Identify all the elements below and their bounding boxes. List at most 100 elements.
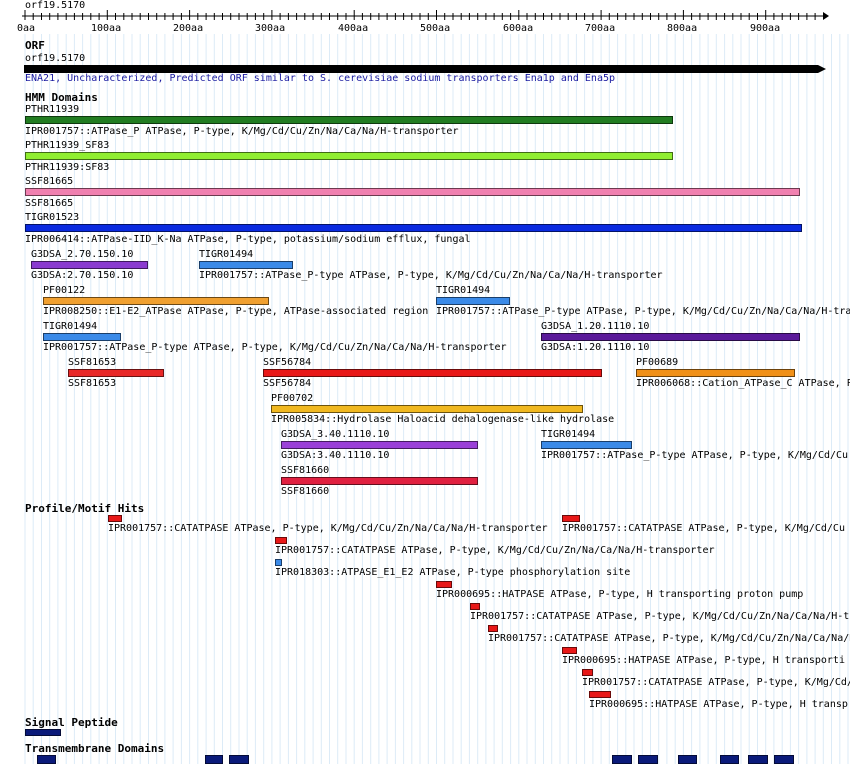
motif-bar[interactable] bbox=[108, 515, 122, 522]
domain-bar-tigr01494[interactable] bbox=[541, 441, 632, 449]
motif-label[interactable]: IPR018303::ATPASE_E1_E2 ATPase, P-type p… bbox=[275, 567, 631, 578]
domain-bottom-label[interactable]: SSF81665 bbox=[25, 198, 74, 209]
domain-top-label: PF00122 bbox=[43, 285, 86, 296]
domain-bottom-label[interactable]: SSF56784 bbox=[263, 378, 312, 389]
domain-top-label: G3DSA_3.40.1110.10 bbox=[281, 429, 390, 440]
motif-bar[interactable] bbox=[436, 581, 452, 588]
motif-bar[interactable] bbox=[582, 669, 593, 676]
hmm-domains-heading: HMM Domains bbox=[25, 91, 98, 104]
ruler-label-200: 200aa bbox=[173, 23, 204, 34]
domain-bar-g3dsa-3-40[interactable] bbox=[281, 441, 478, 449]
domain-bar-tigr01523[interactable] bbox=[25, 224, 802, 232]
motif-label[interactable]: IPR001757::CATATPASE ATPase, P-type, K/M… bbox=[488, 633, 850, 644]
tm-domain-bar[interactable] bbox=[720, 755, 739, 764]
domain-top-label: G3DSA_2.70.150.10 bbox=[31, 249, 134, 260]
domain-bar-pf00689[interactable] bbox=[636, 369, 795, 377]
orf-section-heading: ORF bbox=[25, 39, 45, 52]
motif-bar[interactable] bbox=[275, 559, 282, 566]
ruler-label-300: 300aa bbox=[255, 23, 286, 34]
motif-label[interactable]: IPR001757::CATATPASE ATPase, P-type, K/M… bbox=[275, 545, 715, 556]
domain-bottom-label[interactable]: PTHR11939:SF83 bbox=[25, 162, 110, 173]
ruler-label-100: 100aa bbox=[91, 23, 122, 34]
motif-bar[interactable] bbox=[589, 691, 611, 698]
ruler-label-900: 900aa bbox=[750, 23, 781, 34]
motif-label[interactable]: IPR001757::CATATPASE ATPase, P-type, K/M… bbox=[470, 611, 850, 622]
domain-top-label: G3DSA_1.20.1110.10 bbox=[541, 321, 650, 332]
signal-peptide-heading: Signal Peptide bbox=[25, 716, 118, 729]
ruler-label-600: 600aa bbox=[503, 23, 534, 34]
motif-bar[interactable] bbox=[562, 647, 577, 654]
profile-motif-heading: Profile/Motif Hits bbox=[25, 502, 145, 515]
domain-top-label: PF00689 bbox=[636, 357, 679, 368]
domain-top-label: PTHR11939_SF83 bbox=[25, 140, 110, 151]
tm-domain-bar[interactable] bbox=[678, 755, 697, 764]
motif-label[interactable]: IPR000695::HATPASE ATPase, P-type, H tra… bbox=[589, 699, 848, 710]
domain-bar-ssf81660[interactable] bbox=[281, 477, 478, 485]
ruler-label-500: 500aa bbox=[420, 23, 451, 34]
ruler-label-800: 800aa bbox=[667, 23, 698, 34]
domain-bottom-label[interactable]: IPR001757::ATPase_P-type ATPase, P-type,… bbox=[43, 342, 507, 353]
domain-bar-tigr01494[interactable] bbox=[199, 261, 293, 269]
domain-top-label: TIGR01494 bbox=[541, 429, 596, 440]
protein-title: orf19.5170 bbox=[25, 0, 86, 11]
motif-bar[interactable] bbox=[470, 603, 480, 610]
orf-arrow[interactable] bbox=[24, 64, 828, 74]
transmembrane-heading: Transmembrane Domains bbox=[25, 742, 165, 755]
domain-top-label: SSF56784 bbox=[263, 357, 312, 368]
tm-domain-bar[interactable] bbox=[229, 755, 249, 764]
domain-bar-pf00122[interactable] bbox=[43, 297, 269, 305]
signal-peptide-bar[interactable] bbox=[25, 729, 61, 736]
domain-top-label: TIGR01494 bbox=[199, 249, 254, 260]
domain-bar-ssf56784[interactable] bbox=[263, 369, 602, 377]
domain-top-label: SSF81653 bbox=[68, 357, 117, 368]
tm-domain-bar[interactable] bbox=[638, 755, 658, 764]
domain-top-label: TIGR01494 bbox=[43, 321, 98, 332]
domain-bottom-label[interactable]: G3DSA:2.70.150.10 bbox=[31, 270, 134, 281]
domain-bar-pthr11939[interactable] bbox=[25, 116, 673, 124]
domain-bottom-label[interactable]: SSF81660 bbox=[281, 486, 330, 497]
domain-top-label: TIGR01523 bbox=[25, 212, 80, 223]
tm-domain-bar[interactable] bbox=[612, 755, 632, 764]
tm-domain-bar[interactable] bbox=[774, 755, 794, 764]
domain-bottom-label[interactable]: SSF81653 bbox=[68, 378, 117, 389]
orf-description[interactable]: ENA21, Uncharacterized, Predicted ORF si… bbox=[25, 73, 616, 84]
domain-bottom-label[interactable]: IPR001757::ATPase_P-type ATPase, P-type,… bbox=[436, 306, 850, 317]
domain-top-label: TIGR01494 bbox=[436, 285, 491, 296]
motif-bar[interactable] bbox=[562, 515, 580, 522]
domain-top-label: SSF81665 bbox=[25, 176, 74, 187]
domain-bar-tigr01494[interactable] bbox=[43, 333, 121, 341]
domain-bar-pf00702[interactable] bbox=[271, 405, 583, 413]
domain-bottom-label[interactable]: IPR006068::Cation_ATPase_C ATPase, P bbox=[636, 378, 850, 389]
motif-label[interactable]: IPR001757::CATATPASE ATPase, P-type, K/M… bbox=[108, 523, 548, 534]
domain-bottom-label[interactable]: IPR008250::E1-E2_ATPase ATPase, P-type, … bbox=[43, 306, 429, 317]
domain-bottom-label[interactable]: IPR001757::ATPase_P ATPase, P-type, K/Mg… bbox=[25, 126, 459, 137]
domain-top-label: PF00702 bbox=[271, 393, 314, 404]
ruler-label-0: 0aa bbox=[17, 23, 36, 34]
motif-bar[interactable] bbox=[488, 625, 498, 632]
domain-bottom-label[interactable]: G3DSA:3.40.1110.10 bbox=[281, 450, 390, 461]
orf-name: orf19.5170 bbox=[25, 53, 86, 64]
tm-domain-bar[interactable] bbox=[748, 755, 768, 764]
ruler-label-400: 400aa bbox=[338, 23, 369, 34]
domain-bottom-label[interactable]: IPR001757::ATPase_P-type ATPase, P-type,… bbox=[199, 270, 663, 281]
motif-label[interactable]: IPR001757::CATATPASE ATPase, P-type, K/M… bbox=[562, 523, 845, 534]
domain-bar-pthr11939-sf83[interactable] bbox=[25, 152, 673, 160]
domain-bottom-label[interactable]: IPR001757::ATPase_P-type ATPase, P-type,… bbox=[541, 450, 849, 461]
domain-bar-g3dsa-2-70[interactable] bbox=[31, 261, 148, 269]
domain-bottom-label[interactable]: IPR006414::ATPase-IID_K-Na ATPase, P-typ… bbox=[25, 234, 471, 245]
motif-label[interactable]: IPR000695::HATPASE ATPase, P-type, H tra… bbox=[562, 655, 845, 666]
tm-domain-bar[interactable] bbox=[205, 755, 223, 764]
tm-domain-bar[interactable] bbox=[37, 755, 56, 764]
domain-bar-ssf81665[interactable] bbox=[25, 188, 800, 196]
domain-bar-ssf81653[interactable] bbox=[68, 369, 164, 377]
motif-label[interactable]: IPR000695::HATPASE ATPase, P-type, H tra… bbox=[436, 589, 804, 600]
domain-bar-g3dsa-1-20[interactable] bbox=[541, 333, 800, 341]
domain-top-label: PTHR11939 bbox=[25, 104, 80, 115]
motif-bar[interactable] bbox=[275, 537, 287, 544]
domain-bar-tigr01494[interactable] bbox=[436, 297, 510, 305]
motif-label[interactable]: IPR001757::CATATPASE ATPase, P-type, K/M… bbox=[582, 677, 850, 688]
domain-top-label: SSF81660 bbox=[281, 465, 330, 476]
domain-bottom-label[interactable]: IPR005834::Hydrolase Haloacid dehalogena… bbox=[271, 414, 615, 425]
domain-bottom-label[interactable]: G3DSA:1.20.1110.10 bbox=[541, 342, 650, 353]
